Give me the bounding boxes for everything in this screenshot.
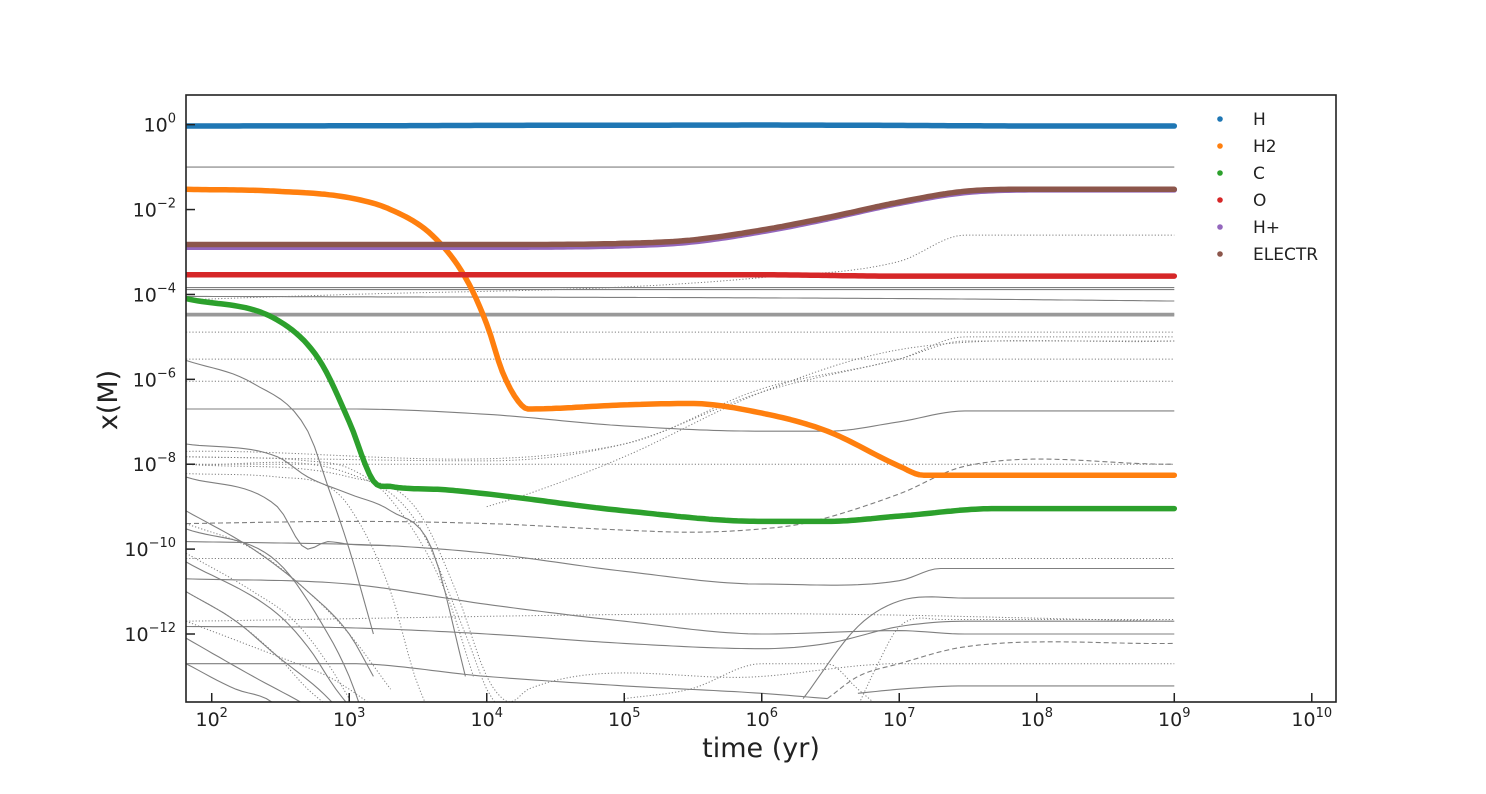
legend-label: H2: [1253, 137, 1277, 157]
background-trace: [186, 359, 374, 635]
background-trace: [624, 663, 874, 702]
axes: 102 103 104 105 106 107 108 109 1010 100 10−2 10−4 1…: [124, 112, 1332, 731]
y-tick-label: 100: [144, 112, 176, 137]
background-trace: [186, 295, 1175, 302]
series-line-electr: [186, 186, 1178, 248]
legend-marker: [1217, 143, 1223, 149]
background-trace: [186, 473, 426, 702]
x-axis-label: time (yr): [702, 733, 820, 764]
x-tick-label: 104: [471, 706, 503, 731]
legend-label: C: [1253, 164, 1265, 184]
background-trace: [186, 336, 1175, 460]
series-line-h2: [186, 186, 1178, 478]
background-trace: [186, 458, 1175, 533]
x-tick-label: 1010: [1291, 706, 1332, 731]
background-trace: [186, 476, 391, 550]
legend-marker: [1217, 116, 1223, 122]
background-trace: [802, 596, 1175, 699]
y-axis-label: x(M): [93, 370, 124, 430]
x-tick-label: 105: [608, 706, 640, 731]
background-trace: [186, 541, 1175, 586]
background-trace: [186, 663, 828, 700]
y-tick-label: 10−8: [133, 451, 176, 476]
legend: H H2 CO H+ ELECTR: [1217, 110, 1318, 265]
background-trace: [186, 613, 1175, 622]
background-trace: [186, 620, 1175, 650]
background-trace: [186, 234, 1175, 301]
background-trace: [186, 578, 1175, 635]
y-tick-label: 10−4: [133, 281, 176, 306]
legend-marker: [1217, 224, 1223, 230]
background-trace: [859, 617, 1175, 702]
legend-label: ELECTR: [1253, 245, 1318, 265]
background-trace: [186, 463, 1175, 702]
series-line-h: [186, 122, 1178, 129]
y-tick-label: 10−6: [133, 366, 176, 391]
series-line-c: [186, 295, 1178, 525]
background-trace: [186, 461, 496, 702]
background-trace: [186, 443, 466, 677]
y-tick-label: 10−2: [133, 197, 176, 222]
series-layer: [186, 122, 1178, 525]
legend-marker: [1217, 170, 1223, 176]
background-trace: [186, 561, 347, 702]
y-tick-label: 10−10: [124, 536, 176, 561]
x-tick-label: 102: [195, 706, 227, 731]
x-tick-label: 103: [333, 706, 365, 731]
x-tick-label: 108: [1021, 706, 1053, 731]
legend-marker: [1217, 251, 1223, 257]
background-trace: [857, 685, 1175, 694]
y-tick-label: 10−12: [124, 621, 176, 646]
legend-label: H+: [1253, 218, 1280, 238]
legend-marker: [1217, 197, 1223, 203]
background-trace: [186, 663, 273, 702]
background-trace: [486, 340, 1175, 508]
legend-label: O: [1253, 191, 1266, 211]
x-tick-label: 106: [746, 706, 778, 731]
background-trace: [186, 340, 1175, 462]
background-traces: [186, 166, 1175, 702]
x-tick-label: 107: [883, 706, 915, 731]
x-tick-label: 109: [1158, 706, 1190, 731]
series-line-o: [186, 272, 1178, 279]
background-trace: [186, 637, 302, 702]
plot-frame: [185, 94, 1337, 703]
background-trace: [186, 528, 360, 702]
background-trace: [827, 641, 1175, 700]
background-trace: [186, 408, 1175, 432]
background-trace: [186, 591, 324, 702]
legend-label: H: [1253, 110, 1266, 130]
